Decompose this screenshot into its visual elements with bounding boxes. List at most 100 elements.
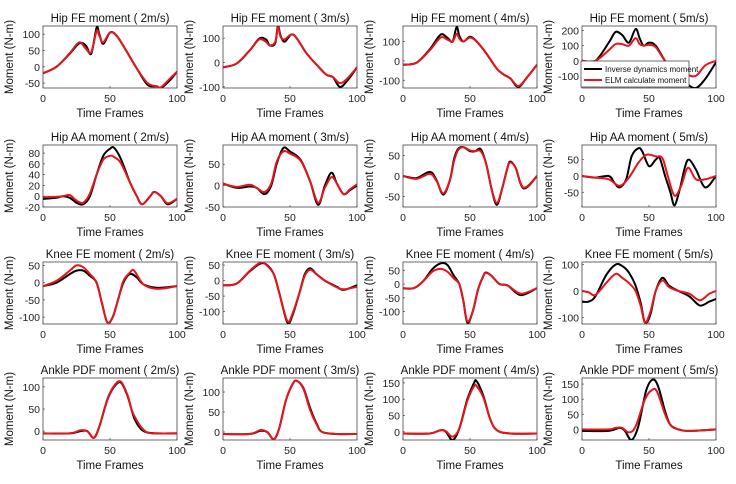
x-tick-label: 100 [707, 93, 725, 105]
y-axis-label: Moment (N-m) [543, 20, 555, 94]
x-tick-label: 0 [579, 445, 585, 457]
y-tick-label: -50 [564, 187, 579, 199]
x-tick-label: 50 [104, 329, 116, 341]
y-tick-label: 50 [28, 404, 40, 416]
y-tick-label: -100 [379, 307, 400, 319]
x-tick-label: 50 [464, 93, 476, 105]
plot-area [402, 261, 538, 325]
subplot-title: Hip AA moment ( 5m/s) [590, 132, 708, 144]
plot-area [402, 377, 538, 441]
y-tick-label: 50 [208, 159, 220, 171]
subplot-title: Ankle PDF moment ( 3m/s) [221, 365, 360, 377]
subplot-title: Knee FE moment ( 4m/s) [406, 249, 535, 261]
y-tick-label: 50 [208, 260, 220, 272]
y-tick-label: 0 [573, 424, 579, 436]
x-tick-label: 50 [643, 93, 655, 105]
subplot-title: Hip FE moment ( 4m/s) [411, 13, 530, 25]
elm-line [223, 149, 357, 204]
x-tick-label: 0 [400, 329, 406, 341]
y-tick-label: 50 [388, 411, 400, 423]
y-tick-label: -50 [385, 293, 400, 305]
subplot: 0 50 100 -100 -50 0 50 Knee FE moment ( 3m/s) Ti… [184, 249, 366, 356]
y-tick-label: 50 [28, 260, 40, 272]
subplot-title: Hip FE moment ( 2m/s) [51, 13, 170, 25]
y-tick-label: 150 [382, 378, 400, 390]
x-tick-label: 50 [643, 329, 655, 341]
subplot-title: Hip FE moment ( 3m/s) [231, 13, 350, 25]
y-axis-label: Moment (N-m) [184, 20, 196, 94]
y-tick-label: 50 [567, 409, 579, 421]
x-axis-label: Time Frames [615, 227, 683, 239]
y-axis-label: Moment (N-m) [4, 372, 16, 446]
x-tick-label: 100 [528, 212, 546, 224]
y-tick-label: 40 [28, 170, 40, 182]
subplot-title: Knee FE moment ( 2m/s) [46, 249, 175, 261]
elm-line [223, 379, 357, 440]
y-tick-label: 50 [388, 265, 400, 277]
x-axis-label: Time Frames [76, 108, 144, 120]
y-axis-label: Moment (N-m) [364, 139, 376, 213]
y-tick-label: 0 [394, 279, 400, 291]
x-tick-label: 50 [464, 329, 476, 341]
x-tick-label: 0 [40, 212, 46, 224]
x-axis-label: Time Frames [76, 344, 144, 356]
elm-line [582, 153, 716, 197]
subplot-title: Knee FE moment ( 5m/s) [585, 249, 714, 261]
x-tick-label: 0 [220, 329, 226, 341]
y-tick-label: -100 [199, 307, 220, 319]
x-axis-label: Time Frames [615, 344, 683, 356]
x-axis-label: Time Frames [436, 108, 504, 120]
y-axis-label: Moment (N-m) [543, 372, 555, 446]
y-tick-label: 0 [214, 427, 220, 439]
elm-line [43, 29, 177, 88]
y-tick-label: 100 [22, 382, 40, 394]
y-axis-label: Moment (N-m) [4, 20, 16, 94]
x-tick-label: 100 [348, 329, 366, 341]
x-tick-label: 0 [40, 93, 46, 105]
plot-area [222, 144, 358, 208]
elm-line [43, 154, 177, 206]
elm-line [43, 264, 177, 324]
elm-line [582, 37, 716, 78]
x-tick-label: 50 [284, 445, 296, 457]
x-tick-label: 0 [220, 212, 226, 224]
legend: Inverse dynamics moment ELM calculate mom… [580, 60, 699, 88]
y-tick-label: -50 [205, 291, 220, 303]
y-tick-label: 0 [394, 171, 400, 183]
x-tick-label: 50 [284, 329, 296, 341]
y-axis-label: Moment (N-m) [364, 20, 376, 94]
y-tick-label: 0 [573, 171, 579, 183]
elm-line [43, 380, 177, 439]
legend-entry: ELM calculate moment [605, 76, 687, 85]
y-axis-label: Moment (N-m) [184, 256, 196, 330]
y-tick-label: 100 [382, 37, 400, 49]
elm-line [582, 387, 716, 434]
y-tick-label: 0 [394, 56, 400, 68]
y-tick-label: 100 [561, 260, 579, 272]
y-tick-label: 0 [34, 62, 40, 74]
y-tick-label: 200 [561, 26, 579, 38]
x-tick-label: 0 [579, 212, 585, 224]
y-tick-label: 80 [28, 148, 40, 160]
x-tick-label: 0 [40, 329, 46, 341]
elm-line [223, 262, 357, 323]
legend-entry: Inverse dynamics moment [605, 65, 699, 74]
x-tick-label: 100 [168, 445, 186, 457]
y-tick-label: 0 [214, 57, 220, 69]
x-axis-label: Time Frames [76, 227, 144, 239]
x-axis-label: Time Frames [256, 460, 324, 472]
x-axis-label: Time Frames [256, 344, 324, 356]
x-axis-label: Time Frames [436, 460, 504, 472]
y-tick-label: 0 [394, 427, 400, 439]
x-tick-label: 0 [400, 212, 406, 224]
elm-line [403, 146, 537, 204]
x-tick-label: 100 [528, 93, 546, 105]
subplot: 0 50 100 -100 -50 0 50 Knee FE moment ( 2m/s) Ti… [4, 249, 186, 356]
x-tick-label: 50 [643, 445, 655, 457]
elm-line [403, 383, 537, 438]
x-tick-label: 100 [528, 445, 546, 457]
